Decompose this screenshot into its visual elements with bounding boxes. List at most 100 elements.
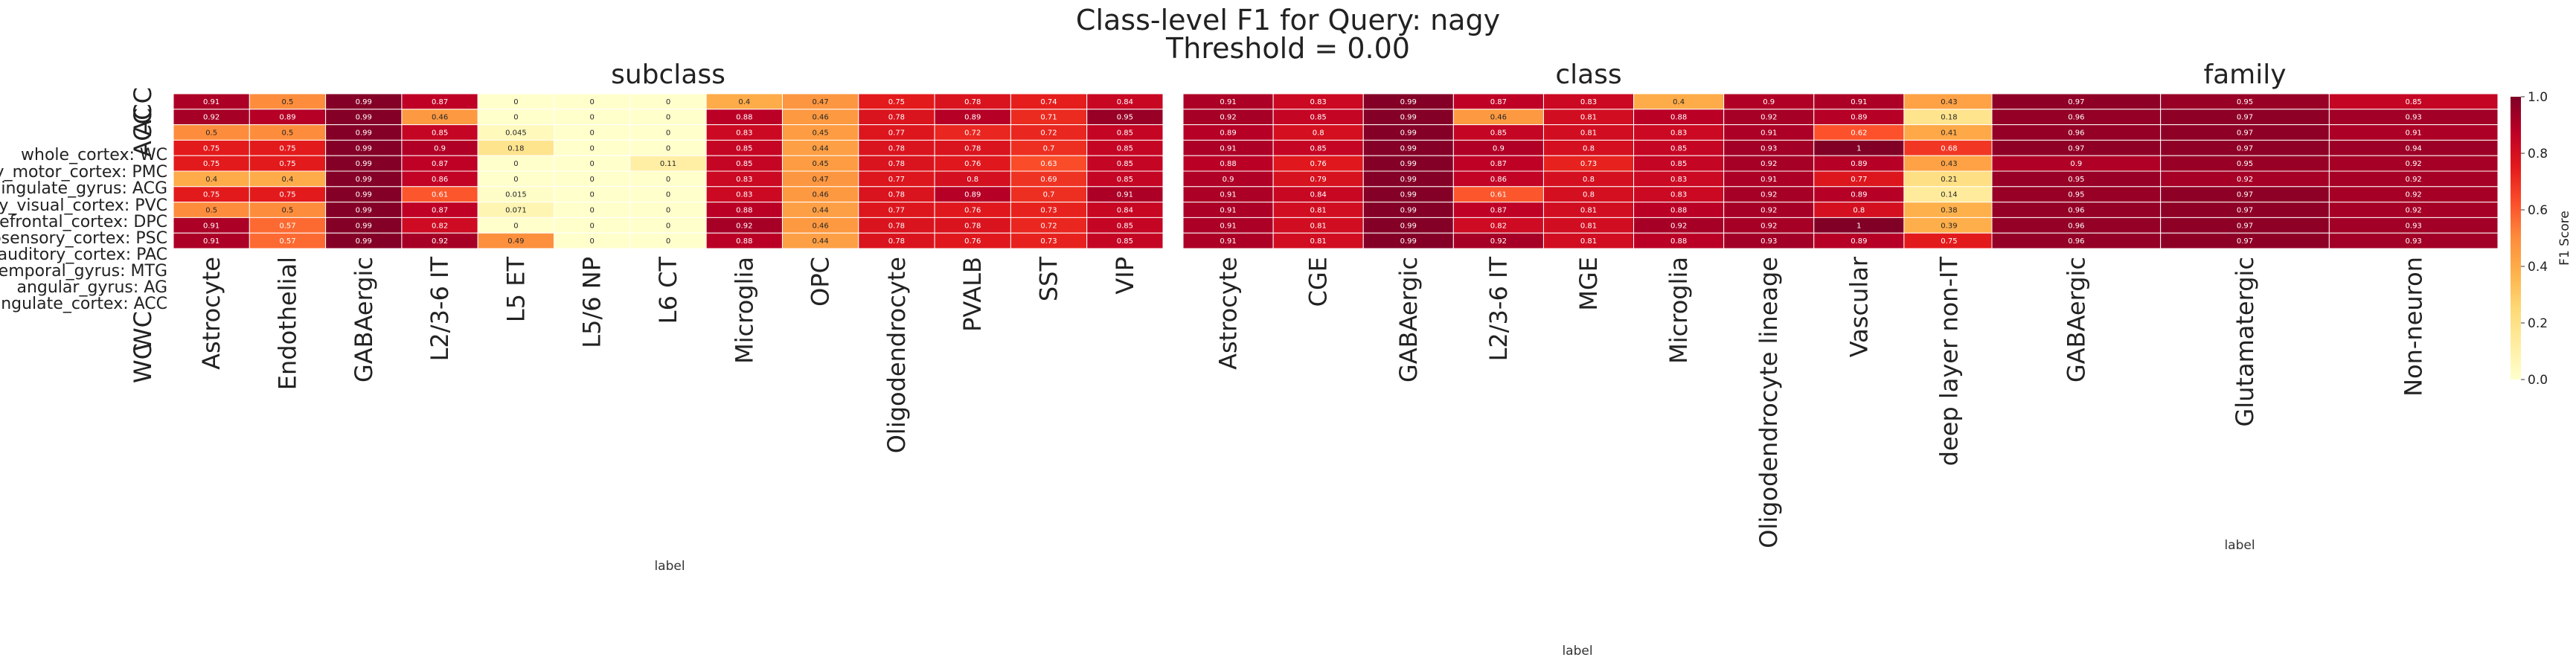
cell-value-label: 0.45: [812, 160, 828, 168]
cell-value-label: 0.92: [1760, 160, 1777, 168]
cell-value-label: 0.99: [1400, 114, 1417, 122]
cell-value-label: 0.97: [2237, 144, 2253, 153]
cell-value-label: 0.86: [432, 176, 448, 184]
cell-value-label: 0.96: [2068, 114, 2084, 122]
cell-value-label: 0.99: [356, 129, 372, 138]
colorbar-tick-label: 0.2: [2528, 316, 2548, 331]
cell-value-label: 0.87: [432, 98, 448, 106]
cell-value-label: 0.87: [432, 160, 448, 168]
cell-value-label: 0.88: [1670, 114, 1687, 122]
cell-value-label: 0: [666, 191, 670, 199]
cell-value-label: 0.91: [1220, 207, 1236, 215]
cell-value-label: 0.39: [1941, 222, 1957, 230]
cell-value-label: 0.89: [1851, 191, 1867, 199]
y-tick-label: WC: [129, 311, 157, 351]
x-tick-label: OPC: [807, 257, 835, 307]
cell-value-label: 0.92: [203, 114, 220, 122]
cell-value-label: 0.89: [279, 114, 295, 122]
cell-value-label: 0.88: [1670, 237, 1687, 246]
cell-value-label: 0.92: [2406, 176, 2422, 184]
cell-value-label: 0: [666, 144, 670, 153]
cell-value-label: 0.46: [812, 222, 828, 230]
cell-value-label: 0.85: [1117, 176, 1133, 184]
cell-value-label: 0.87: [1490, 207, 1507, 215]
cell-value-label: 0.81: [1310, 237, 1327, 246]
x-tick-label: Astrocyte: [1214, 257, 1243, 370]
cell-value-label: 0.78: [888, 160, 905, 168]
x-tick-label: PVALB: [958, 257, 987, 332]
cell-value-label: 0.8: [1583, 176, 1595, 184]
cell-value-label: 0.89: [964, 114, 981, 122]
cell-value-label: 0: [590, 207, 595, 215]
cell-value-label: 0.93: [2406, 237, 2422, 246]
cell-value-label: 0.9: [1763, 98, 1775, 106]
cell-value-label: 0.81: [1580, 207, 1597, 215]
cell-value-label: 0.85: [736, 160, 752, 168]
cell-value-label: 0.92: [2406, 207, 2422, 215]
cell-value-label: 0.46: [1490, 114, 1507, 122]
y-tick-label: primary_visual_cortex: PVC: [0, 196, 167, 215]
x-tick-label: GABAergic: [350, 257, 378, 382]
cell-value-label: 0.75: [203, 144, 220, 153]
colorbar-tick-label: 0.0: [2528, 373, 2548, 388]
x-tick-label: L2/3-6 IT: [426, 257, 454, 362]
cell-value-label: 1: [1856, 222, 1861, 230]
cell-value-label: 0.99: [1400, 222, 1417, 230]
cell-value-label: 0.83: [1670, 191, 1687, 199]
cell-value-label: 0.99: [356, 237, 372, 246]
y-tick-label: primary_auditory_cortex: PAC: [0, 246, 167, 264]
cell-value-label: 0.85: [1117, 222, 1133, 230]
cell-value-label: 0.92: [1220, 114, 1236, 122]
cell-value-label: 0.92: [736, 222, 752, 230]
cell-value-label: 0.88: [736, 237, 752, 246]
cell-value-label: 0: [513, 98, 518, 106]
cell-value-label: 0.43: [1941, 160, 1957, 168]
cell-value-label: 0.93: [2406, 114, 2422, 122]
figure-subtitle: Threshold = 0.00: [1165, 32, 1410, 65]
cell-value-label: 0.99: [1400, 160, 1417, 168]
cell-value-label: 0.89: [1220, 129, 1236, 138]
cell-value-label: 0.88: [1220, 160, 1236, 168]
cell-value-label: 0.97: [2237, 114, 2253, 122]
y-tick-label: dorsolateral_prefrontal_cortex: DPC: [0, 213, 167, 231]
x-tick-label: GABAergic: [1394, 257, 1423, 382]
colorbar-label: F1 Score: [2557, 211, 2572, 266]
cell-value-label: 0.85: [2406, 98, 2422, 106]
cell-value-label: 0.91: [1760, 176, 1777, 184]
cell-value-label: 0.78: [888, 237, 905, 246]
cell-value-label: 0.85: [1310, 144, 1327, 153]
cell-value-label: 0.99: [356, 144, 372, 153]
cell-value-label: 0.76: [964, 160, 981, 168]
cell-value-label: 0.96: [2068, 222, 2084, 230]
cell-value-label: 0.7: [1043, 144, 1055, 153]
cell-value-label: 0.63: [1040, 160, 1057, 168]
cell-value-label: 0.81: [1310, 222, 1327, 230]
cell-value-label: 0.91: [1117, 191, 1133, 199]
cell-value-label: 1: [1856, 144, 1861, 153]
cell-value-label: 0: [590, 114, 595, 122]
cell-value-label: 0.85: [1670, 144, 1687, 153]
cell-value-label: 0.91: [1851, 98, 1867, 106]
cell-value-label: 0.99: [1400, 129, 1417, 138]
cell-value-label: 0.75: [279, 191, 295, 199]
cell-value-label: 0.78: [964, 98, 981, 106]
cell-value-label: 0.49: [507, 237, 524, 246]
cell-value-label: 0.99: [356, 176, 372, 184]
cell-value-label: 0.91: [1220, 144, 1236, 153]
x-tick-label: Oligodendrocyte: [882, 257, 911, 453]
cell-value-label: 0.86: [1490, 176, 1507, 184]
cell-value-label: 0.41: [1941, 129, 1957, 138]
cell-value-label: 0.9: [2070, 160, 2082, 168]
cell-value-label: 0: [590, 191, 595, 199]
cell-value-label: 0.8: [967, 176, 978, 184]
cell-value-label: 0.92: [1760, 114, 1777, 122]
cell-value-label: 0.015: [505, 191, 527, 199]
cell-value-label: 0.91: [2406, 129, 2422, 138]
cell-value-label: 0: [666, 98, 670, 106]
cell-value-label: 0.72: [1040, 129, 1057, 138]
y-tick-label: middle_temporal_gyrus: MTG: [0, 262, 167, 281]
cell-value-label: 0.87: [432, 207, 448, 215]
cell-value-label: 0.81: [1580, 114, 1597, 122]
cell-value-label: 0.97: [2237, 222, 2253, 230]
cell-value-label: 0.89: [1851, 160, 1867, 168]
